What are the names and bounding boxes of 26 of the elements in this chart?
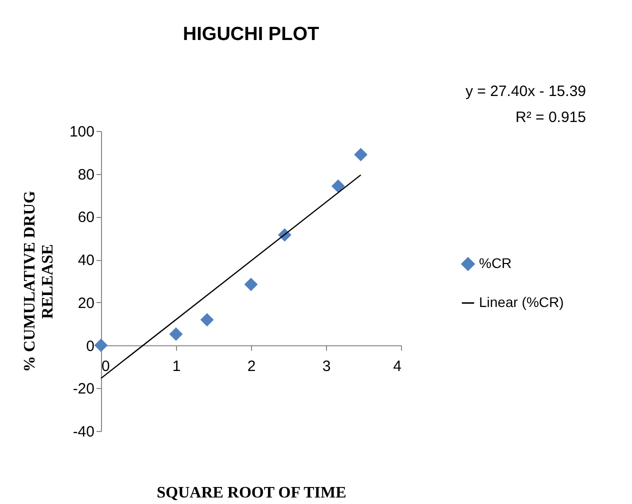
legend-label: Linear (%CR) (479, 294, 564, 310)
y-tick-label: 80 (78, 166, 94, 184)
point (200, 313, 214, 326)
point (169, 327, 183, 341)
y-axis-title: % CUMULATIVE DRUG RELEASE (21, 190, 56, 372)
x-tick-label: 0 (102, 358, 110, 375)
y-tick-label: 100 (69, 124, 94, 140)
y-tick-label: 0 (86, 338, 94, 355)
point (94, 338, 108, 352)
x-tick-label: 2 (247, 358, 256, 375)
y-tick-label: 20 (78, 294, 94, 312)
chart-title: HIGUCHI PLOT (182, 24, 320, 45)
x-tick-label: 3 (322, 358, 331, 375)
x-tick-label: 1 (172, 358, 181, 375)
point (244, 278, 258, 292)
text: R² = 0.915 (516, 109, 586, 126)
point (354, 148, 368, 162)
x-tick-label: 4 (393, 358, 402, 375)
y-tick-label: -40 (72, 424, 94, 440)
point (331, 179, 345, 193)
y-tick-label: -20 (72, 380, 94, 398)
y-tick-label: 40 (78, 252, 94, 270)
legend-label: %CR (479, 255, 512, 271)
y-tick-label: 60 (78, 209, 94, 226)
x-axis-title: SQUARE ROOT OF TIME (156, 484, 346, 502)
text: y = 27.40x - 15.39 (466, 83, 586, 100)
